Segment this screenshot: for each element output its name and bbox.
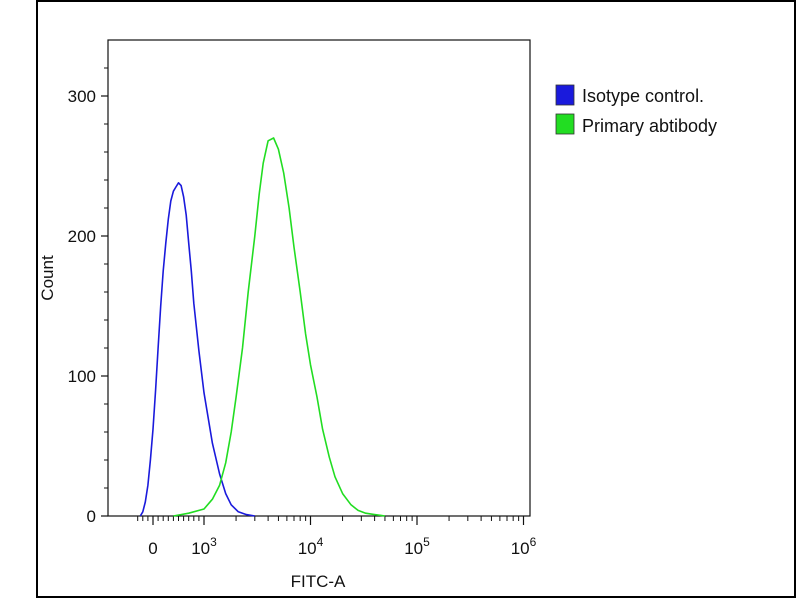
x-tick-label: 106	[511, 535, 537, 558]
y-tick-label: 0	[87, 507, 96, 526]
x-axis-label: FITC-A	[291, 572, 346, 591]
legend-swatch-primary	[555, 113, 575, 135]
legend: Isotype control. Primary abtibody	[555, 84, 717, 136]
x-tick-label: 104	[298, 535, 324, 558]
x-axis: 0 103 104 105 106	[137, 516, 537, 558]
y-tick-label: 200	[68, 227, 96, 246]
legend-label-isotype: Isotype control.	[582, 86, 704, 106]
x-tick-label: 103	[191, 535, 217, 558]
figure-frame	[36, 0, 796, 598]
y-axis: 0 100 200 300	[68, 67, 108, 526]
legend-label-primary: Primary abtibody	[582, 116, 717, 136]
series-layer	[139, 137, 386, 517]
y-tick-label: 300	[68, 87, 96, 106]
x-tick-label: 105	[404, 535, 430, 558]
legend-swatch-isotype	[555, 84, 575, 106]
series-line-primary	[173, 137, 386, 517]
series-line-isotype	[139, 182, 255, 517]
y-axis-label: Count	[38, 255, 57, 301]
x-tick-label: 0	[148, 539, 157, 558]
plot-area	[107, 39, 531, 517]
y-tick-label: 100	[68, 367, 96, 386]
